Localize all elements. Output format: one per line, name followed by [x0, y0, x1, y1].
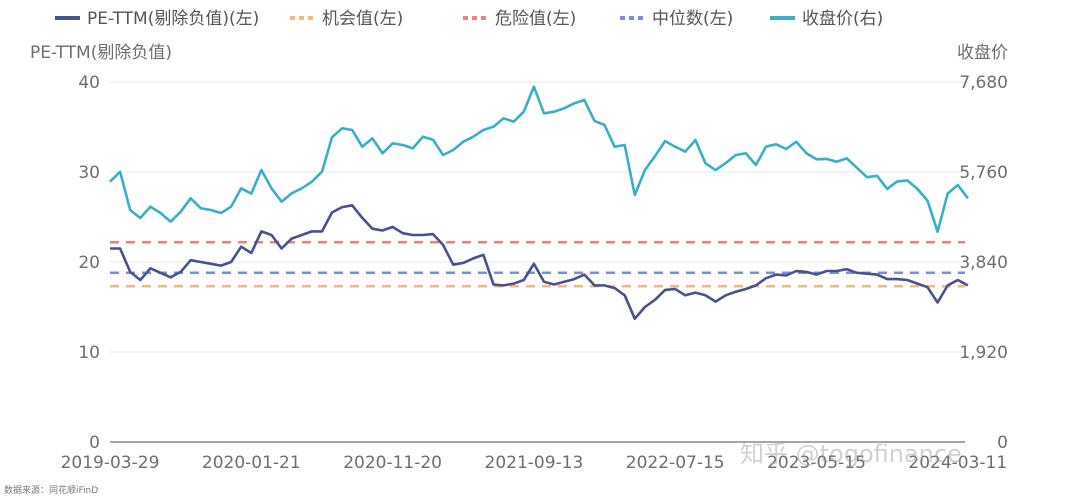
series-line-收盘价(右)	[109, 85, 969, 233]
legend-label: 收盘价(右)	[802, 9, 883, 29]
x-tick-label: 2019-03-29	[61, 453, 160, 473]
grid-lines	[110, 81, 965, 443]
right-tick-label: 0	[997, 433, 1008, 453]
left-axis-title: PE-TTM(剔除负值)	[30, 43, 172, 63]
legend-label: 机会值(左)	[322, 9, 403, 29]
right-tick-label: 5,760	[959, 163, 1008, 183]
watermark: 知乎 @togofinance	[740, 440, 962, 468]
right-tick-label: 3,840	[959, 253, 1008, 273]
left-tick-label: 20	[78, 253, 100, 273]
legend-label: PE-TTM(剔除负值)(左)	[87, 9, 259, 29]
legend-label: 危险值(左)	[495, 9, 576, 29]
left-axis-ticks: 0 10 20 30 40	[78, 73, 100, 453]
x-tick-label: 2020-01-21	[202, 453, 301, 473]
legend-label: 中位数(左)	[652, 9, 733, 29]
right-tick-label: 1,920	[959, 343, 1008, 363]
series-lines	[109, 85, 969, 321]
x-tick-label: 2023-05-15	[767, 453, 866, 473]
x-tick-label: 2022-07-15	[626, 453, 725, 473]
left-tick-label: 10	[78, 343, 100, 363]
right-tick-label: 7,680	[959, 73, 1008, 93]
left-tick-label: 40	[78, 73, 100, 93]
left-tick-label: 0	[89, 433, 100, 453]
x-tick-label: 2021-09-13	[485, 453, 584, 473]
right-axis-title: 收盘价	[957, 43, 1008, 63]
source-note: 数据来源：同花顺iFinD	[4, 484, 98, 496]
left-tick-label: 30	[78, 163, 100, 183]
x-tick-label: 2020-11-20	[343, 453, 442, 473]
x-tick-label: 2024-03-11	[908, 453, 1007, 473]
x-axis-ticks: 2019-03-29 2020-01-21 2020-11-20 2021-09-13…	[61, 453, 1008, 473]
series-line-PE-TTM(剔除负值)(左)	[110, 204, 969, 321]
legend: PE-TTM(剔除负值)(左) 机会值(左) 危险值(左) 中位数(左) 收盘价(右)	[55, 9, 883, 29]
right-axis-ticks: 0 1,920 3,840 5,760 7,680	[959, 73, 1008, 453]
